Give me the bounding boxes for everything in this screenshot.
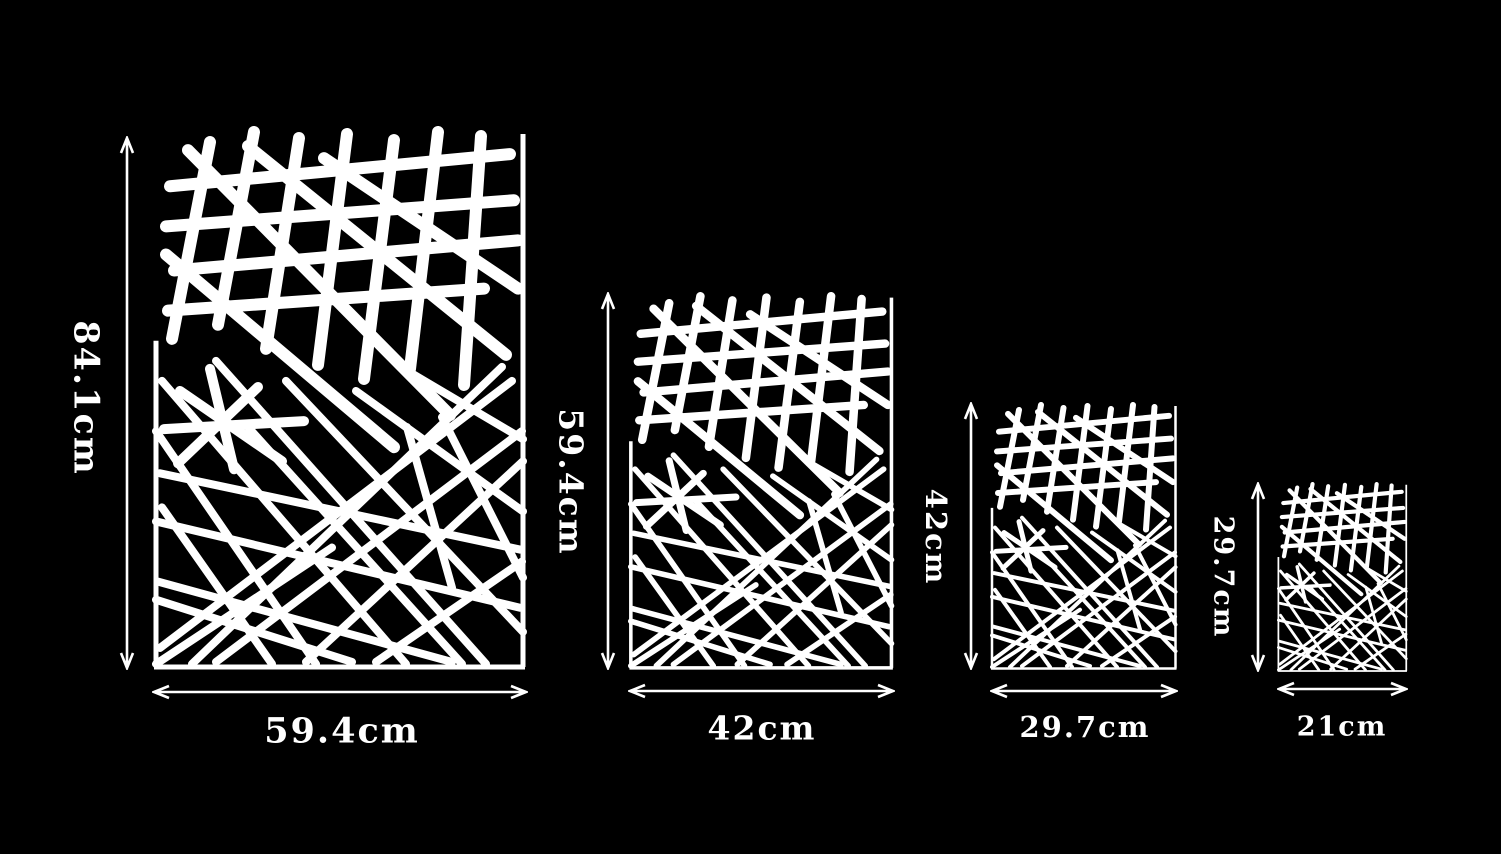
width-label-a2: 42cm — [707, 708, 817, 748]
artwork-a3 — [990, 402, 1178, 670]
height-arrow-a4 — [1250, 482, 1266, 672]
height-arrow-a2 — [600, 292, 616, 670]
width-label-a1: 59.4cm — [264, 710, 420, 752]
artwork-a4 — [1277, 482, 1408, 672]
width-arrow-a2 — [628, 683, 895, 699]
width-label-a4: 21cm — [1296, 711, 1388, 743]
height-label-a2: 59.4cm — [551, 408, 591, 556]
width-arrow-a1 — [152, 684, 528, 700]
artwork-a2 — [628, 292, 895, 670]
width-label-a3: 29.7cm — [1019, 710, 1151, 744]
height-arrow-a1 — [119, 136, 135, 670]
height-arrow-a3 — [963, 402, 979, 670]
width-arrow-a3 — [990, 683, 1178, 699]
width-arrow-a4 — [1277, 681, 1408, 697]
height-label-a4: 29.7cm — [1207, 515, 1239, 639]
artwork-a1 — [152, 126, 528, 670]
height-label-a1: 84.1cm — [65, 320, 107, 476]
height-label-a3: 42cm — [919, 488, 953, 586]
